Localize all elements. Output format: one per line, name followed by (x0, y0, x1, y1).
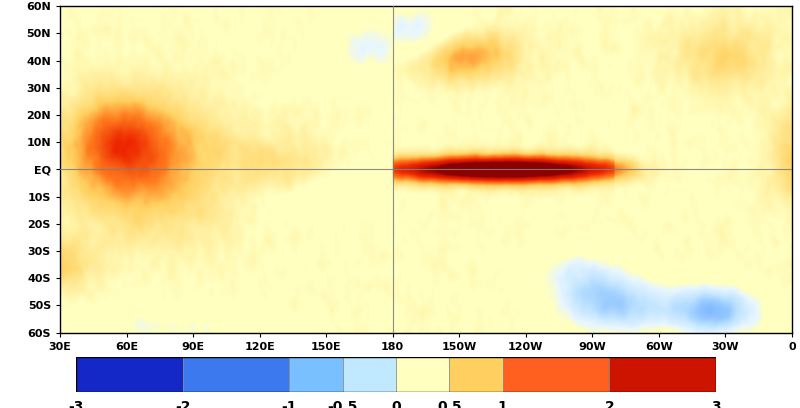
Text: 0.5: 0.5 (437, 400, 462, 408)
Text: -3: -3 (68, 400, 84, 408)
FancyBboxPatch shape (182, 357, 290, 392)
Text: 2: 2 (605, 400, 614, 408)
FancyBboxPatch shape (396, 357, 450, 392)
Text: 1: 1 (498, 400, 507, 408)
FancyBboxPatch shape (342, 357, 396, 392)
FancyBboxPatch shape (290, 357, 342, 392)
FancyBboxPatch shape (502, 357, 610, 392)
Text: 3: 3 (711, 400, 721, 408)
FancyBboxPatch shape (76, 357, 182, 392)
Text: -0.5: -0.5 (327, 400, 358, 408)
Text: -2: -2 (175, 400, 190, 408)
FancyBboxPatch shape (610, 357, 716, 392)
Text: 0: 0 (391, 400, 401, 408)
Text: -1: -1 (282, 400, 297, 408)
FancyBboxPatch shape (450, 357, 502, 392)
